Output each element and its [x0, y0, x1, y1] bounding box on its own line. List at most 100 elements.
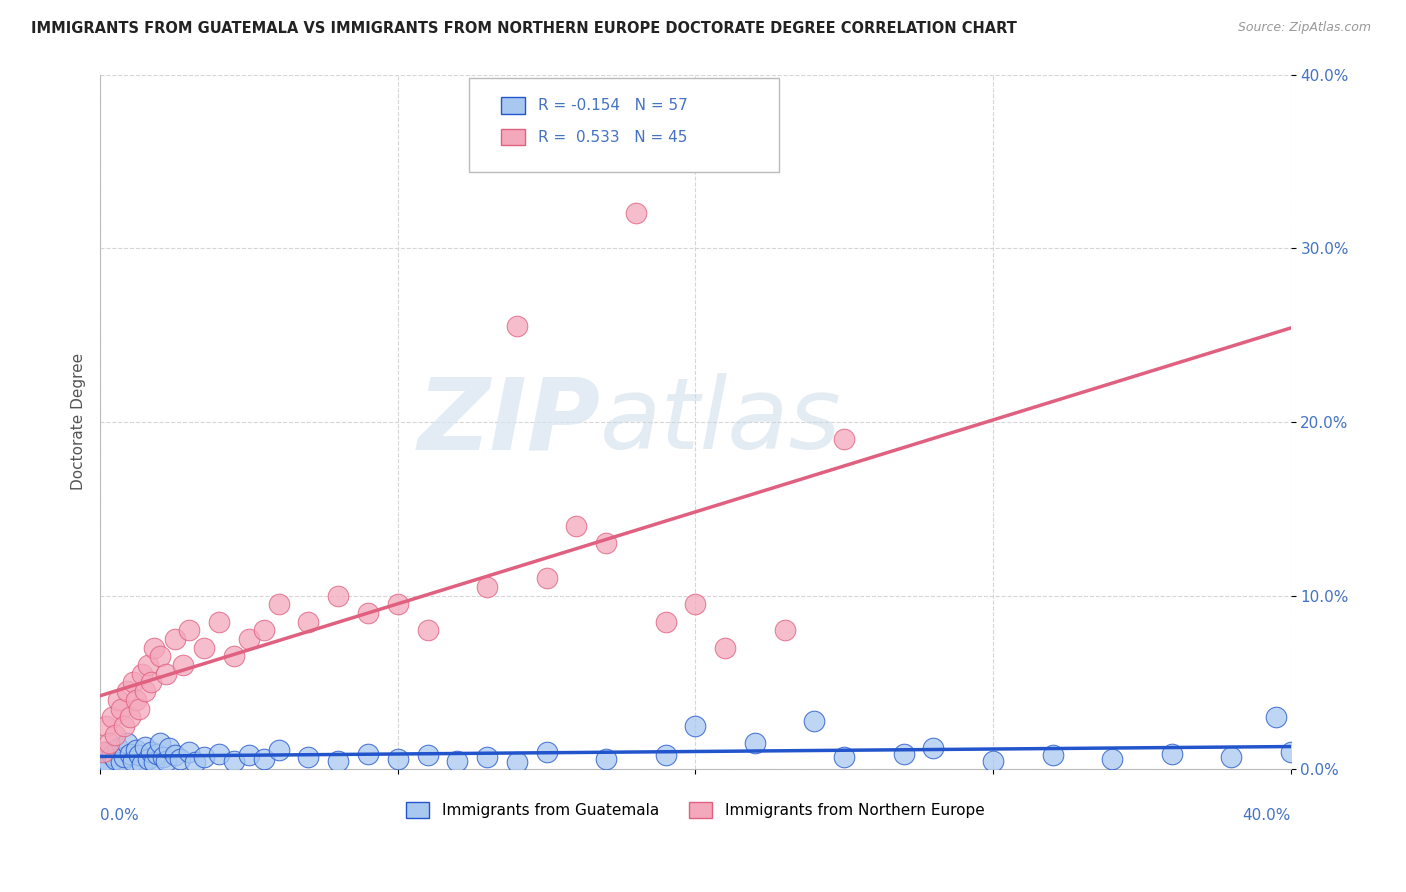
Text: R =  0.533   N = 45: R = 0.533 N = 45	[537, 129, 688, 145]
Point	[94, 745, 117, 759]
Point	[357, 747, 380, 761]
Point	[98, 736, 121, 750]
FancyBboxPatch shape	[502, 128, 524, 145]
Point	[91, 745, 114, 759]
Point	[104, 728, 127, 742]
Point	[128, 748, 150, 763]
Point	[238, 748, 260, 763]
Point	[208, 615, 231, 629]
Point	[506, 319, 529, 334]
Point	[118, 747, 141, 761]
Point	[101, 748, 124, 763]
Point	[685, 719, 707, 733]
Point	[112, 750, 135, 764]
Point	[714, 640, 737, 655]
Point	[595, 752, 617, 766]
Point	[893, 747, 915, 761]
Point	[832, 750, 855, 764]
Point	[118, 710, 141, 724]
Point	[1264, 710, 1286, 724]
Text: IMMIGRANTS FROM GUATEMALA VS IMMIGRANTS FROM NORTHERN EUROPE DOCTORATE DEGREE CO: IMMIGRANTS FROM GUATEMALA VS IMMIGRANTS …	[31, 21, 1017, 36]
Point	[136, 658, 159, 673]
Point	[565, 519, 588, 533]
Point	[475, 750, 498, 764]
Point	[110, 701, 132, 715]
FancyBboxPatch shape	[502, 97, 524, 114]
Point	[832, 432, 855, 446]
Point	[121, 675, 143, 690]
Point	[145, 747, 167, 761]
Point	[328, 754, 350, 768]
Point	[328, 589, 350, 603]
Point	[922, 741, 945, 756]
Point	[193, 640, 215, 655]
Point	[91, 754, 114, 768]
Point	[149, 649, 172, 664]
Point	[112, 719, 135, 733]
Point	[803, 714, 825, 728]
Point	[222, 754, 245, 768]
Point	[107, 741, 129, 756]
Point	[157, 741, 180, 756]
Text: Source: ZipAtlas.com: Source: ZipAtlas.com	[1237, 21, 1371, 34]
Point	[744, 736, 766, 750]
Point	[101, 710, 124, 724]
Point	[104, 752, 127, 766]
Point	[416, 748, 439, 763]
Point	[163, 748, 186, 763]
Point	[134, 684, 156, 698]
Point	[773, 624, 796, 638]
Point	[253, 624, 276, 638]
Point	[155, 666, 177, 681]
Point	[654, 615, 676, 629]
Point	[142, 756, 165, 770]
Point	[115, 684, 138, 698]
Point	[94, 719, 117, 733]
Point	[685, 597, 707, 611]
Point	[1279, 745, 1302, 759]
Point	[131, 666, 153, 681]
Point	[1220, 750, 1243, 764]
Point	[98, 757, 121, 772]
Point	[357, 606, 380, 620]
Text: 0.0%: 0.0%	[100, 807, 139, 822]
Text: 40.0%: 40.0%	[1243, 807, 1291, 822]
Point	[169, 752, 191, 766]
Point	[981, 754, 1004, 768]
Point	[184, 756, 207, 770]
Point	[128, 701, 150, 715]
Point	[152, 750, 174, 764]
Y-axis label: Doctorate Degree: Doctorate Degree	[72, 353, 86, 491]
Legend: Immigrants from Guatemala, Immigrants from Northern Europe: Immigrants from Guatemala, Immigrants fr…	[401, 796, 990, 824]
Point	[1042, 748, 1064, 763]
Point	[125, 743, 148, 757]
Point	[131, 757, 153, 772]
Point	[139, 675, 162, 690]
Point	[134, 739, 156, 754]
Point	[536, 571, 558, 585]
Point	[110, 756, 132, 770]
Point	[121, 754, 143, 768]
Point	[125, 693, 148, 707]
Point	[115, 736, 138, 750]
Point	[149, 736, 172, 750]
Point	[416, 624, 439, 638]
Point	[297, 750, 319, 764]
Point	[446, 754, 468, 768]
Point	[654, 748, 676, 763]
Point	[139, 745, 162, 759]
Point	[267, 597, 290, 611]
Point	[387, 752, 409, 766]
Point	[222, 649, 245, 664]
Point	[238, 632, 260, 646]
Point	[536, 745, 558, 759]
Point	[267, 743, 290, 757]
Point	[107, 693, 129, 707]
Point	[595, 536, 617, 550]
Text: atlas: atlas	[600, 374, 842, 470]
Point	[179, 745, 201, 759]
Point	[1160, 747, 1182, 761]
Point	[253, 752, 276, 766]
Text: R = -0.154   N = 57: R = -0.154 N = 57	[537, 98, 688, 113]
Point	[136, 752, 159, 766]
